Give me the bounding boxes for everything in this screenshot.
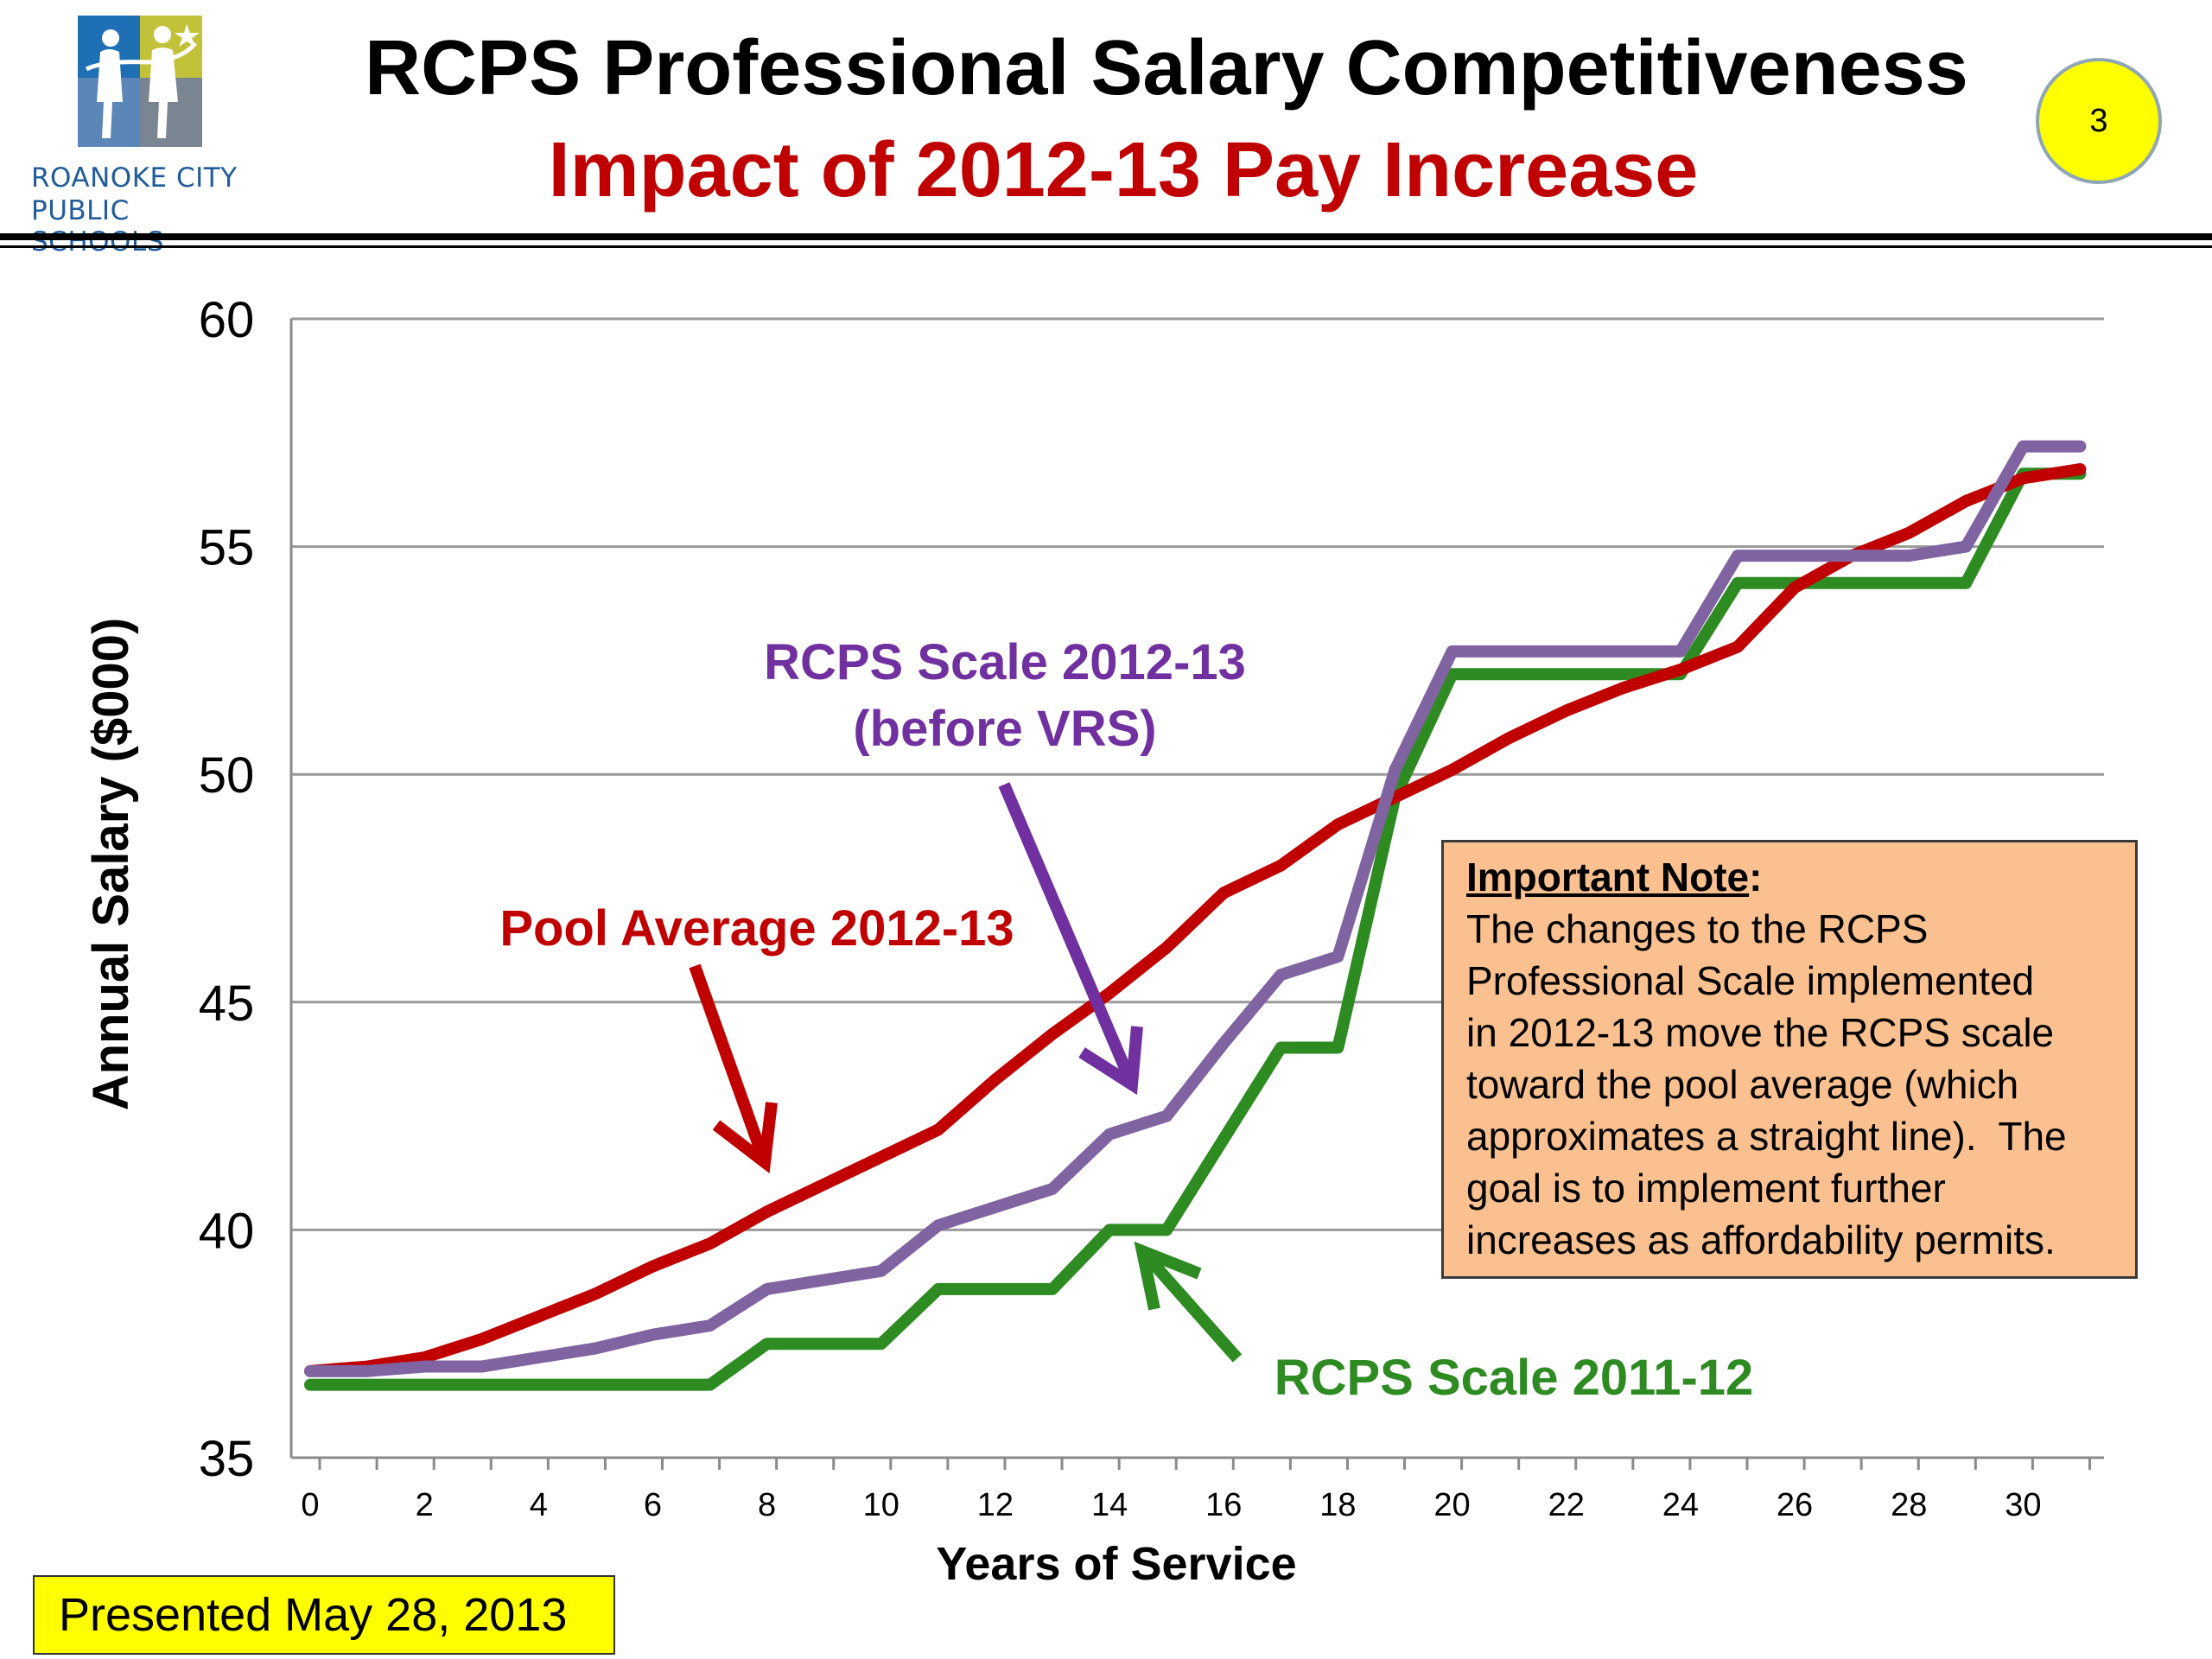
roanoke-city-public-schools-logo xyxy=(78,16,202,147)
page-number-badge: 3 xyxy=(2036,58,2162,184)
y-tick-label: 35 xyxy=(199,1431,255,1487)
annotation-rcps-2012-13-line2: (before VRS) xyxy=(853,701,1156,757)
y-tick-label: 60 xyxy=(199,292,255,348)
x-tick-label: 26 xyxy=(1777,1487,1813,1523)
x-tick-label: 14 xyxy=(1091,1487,1128,1523)
series-line-rcps-2011-12 xyxy=(304,467,2087,1391)
x-axis-ticks: 0 2 4 6 8 10 12 14 16 18 20 22 24 26 28 30 xyxy=(301,1458,2091,1523)
x-tick-label: 4 xyxy=(530,1487,548,1523)
annotation-rcps-2011-12: RCPS Scale 2011-12 xyxy=(1274,1350,1754,1406)
chart-gridlines xyxy=(291,317,2104,1231)
y-tick-label: 50 xyxy=(199,747,255,804)
y-tick-label: 45 xyxy=(199,976,255,1032)
y-tick-label: 40 xyxy=(199,1203,255,1259)
arrow-pool-average xyxy=(689,963,778,1174)
chart-axes xyxy=(289,319,2104,1459)
x-tick-label: 6 xyxy=(644,1487,662,1523)
x-tick-label: 28 xyxy=(1891,1487,1927,1523)
annotation-rcps-2012-13-line1: RCPS Scale 2012-13 xyxy=(764,634,1246,690)
logo-text-line1: ROANOKE CITY xyxy=(31,162,238,194)
y-axis-label: Annual Salary ($000) xyxy=(83,618,139,1111)
x-tick-label: 2 xyxy=(416,1487,434,1523)
x-tick-label: 20 xyxy=(1433,1487,1470,1523)
series-line-pool-average-2012-13 xyxy=(304,462,2087,1377)
arrow-rcps-2011-12 xyxy=(1134,1241,1243,1363)
important-note-heading: Important Note xyxy=(1466,855,1750,899)
annotation-pool-average: Pool Average 2012-13 xyxy=(499,900,1014,957)
logo-text-line2: PUBLIC SCHOOLS xyxy=(31,195,164,257)
x-tick-label: 18 xyxy=(1319,1487,1356,1523)
important-note-line: in 2012-13 move the RCPS scale xyxy=(1466,1010,2055,1055)
x-tick-label: 30 xyxy=(2005,1487,2041,1523)
y-axis-ticks: 35 40 45 50 55 60 xyxy=(199,292,255,1487)
x-tick-label: 24 xyxy=(1662,1487,1699,1523)
important-note-line: toward the pool average (which xyxy=(1466,1062,2019,1107)
x-tick-label: 8 xyxy=(758,1487,776,1523)
header-divider-thin xyxy=(0,245,2212,248)
x-axis-label: Years of Service xyxy=(936,1538,1296,1590)
important-note-line: approximates a straight line). The xyxy=(1466,1114,2067,1159)
important-note-line: increases as affordability permits. xyxy=(1466,1217,2056,1262)
arrow-rcps-2012-13 xyxy=(998,782,1143,1096)
page-title: RCPS Professional Salary Competitiveness xyxy=(365,25,1968,111)
y-tick-label: 55 xyxy=(199,520,255,576)
important-note-colon: : xyxy=(1749,855,1763,899)
series-line-rcps-2012-13 xyxy=(304,440,2087,1377)
x-tick-label: 0 xyxy=(301,1487,319,1523)
important-note-line: Professional Scale implemented xyxy=(1466,958,2035,1003)
important-note-line: goal is to implement further xyxy=(1466,1166,1946,1211)
x-tick-label: 10 xyxy=(863,1487,899,1523)
x-tick-label: 16 xyxy=(1205,1487,1242,1523)
header-divider-thick xyxy=(0,233,2212,240)
chart-series xyxy=(304,440,2087,1391)
x-tick-label: 22 xyxy=(1548,1487,1585,1523)
presented-date-label: Presented May 28, 2013 xyxy=(33,1575,615,1655)
page-subtitle: Impact of 2012-13 Pay Increase xyxy=(548,127,1699,213)
important-note-line: The changes to the RCPS xyxy=(1466,906,1929,951)
important-note-box: Important Note: The changes to the RCPS … xyxy=(1441,840,2138,1279)
x-tick-label: 12 xyxy=(977,1487,1014,1523)
